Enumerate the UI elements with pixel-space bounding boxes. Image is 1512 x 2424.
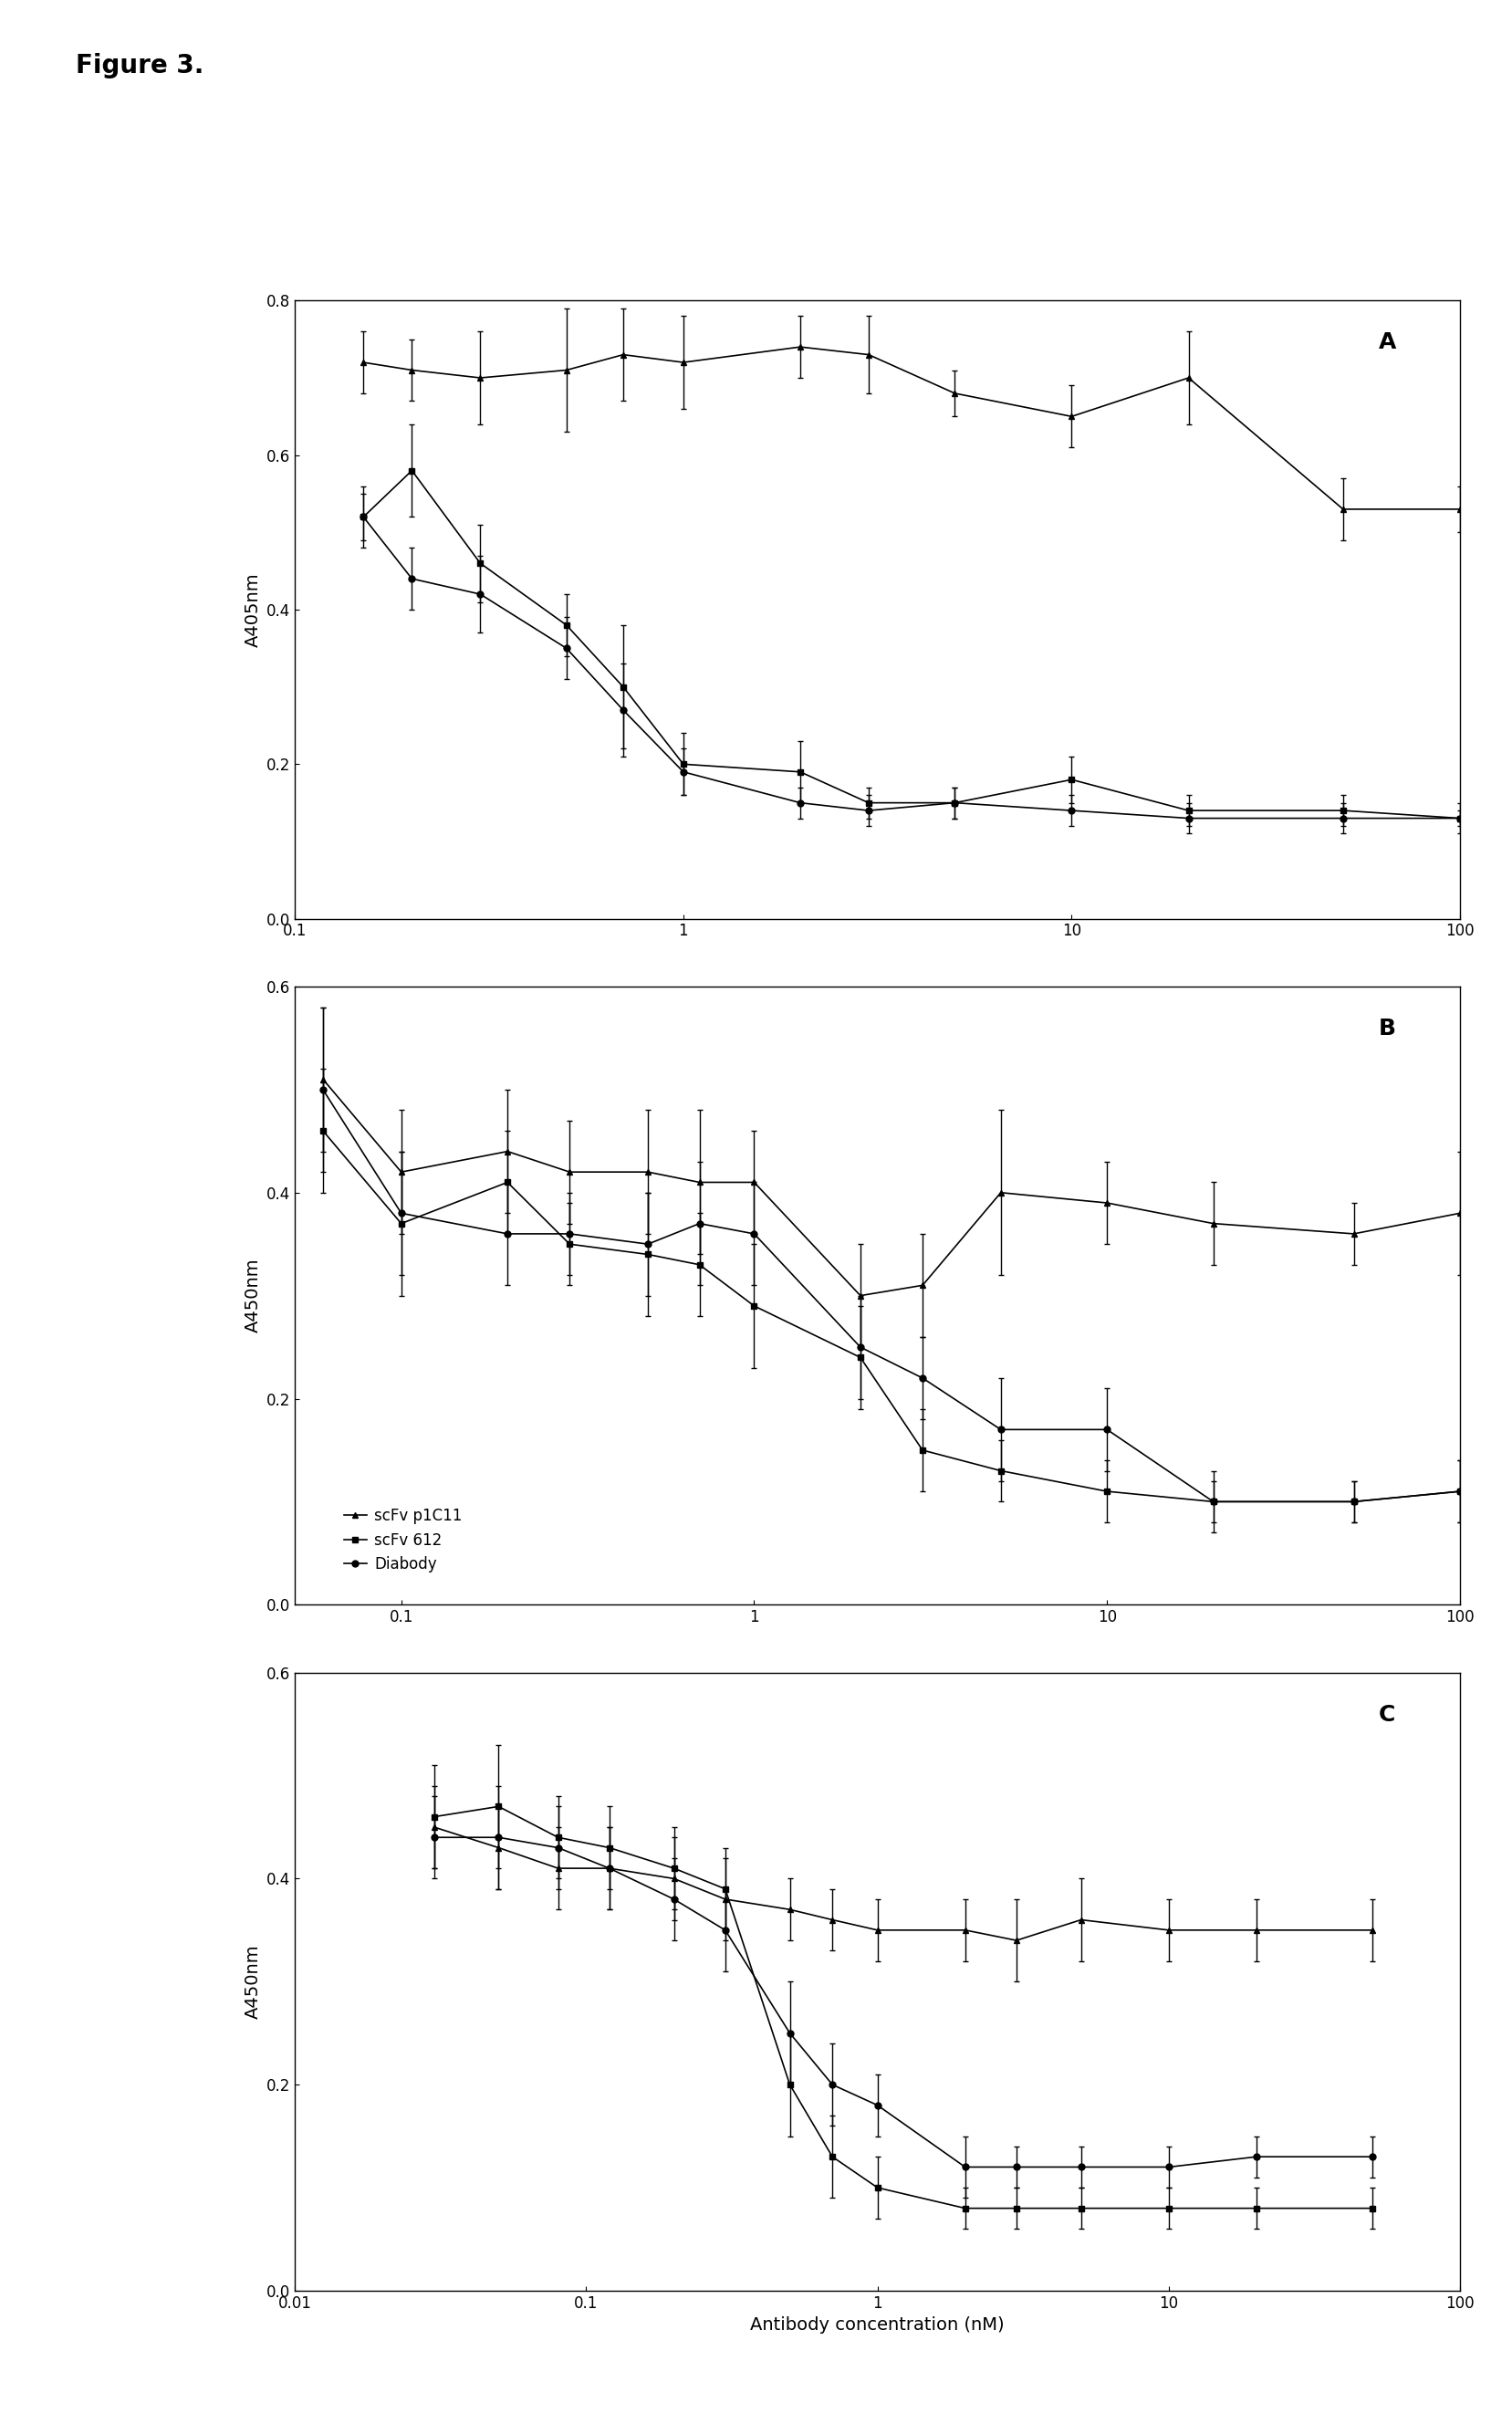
Text: C: C (1377, 1704, 1394, 1726)
X-axis label: Antibody concentration (nM): Antibody concentration (nM) (750, 2317, 1004, 2334)
Text: Figure 3.: Figure 3. (76, 53, 204, 80)
Y-axis label: A405nm: A405nm (243, 572, 262, 647)
Text: A: A (1377, 332, 1396, 354)
Legend: scFv p1C11, scFv 612, Diabody: scFv p1C11, scFv 612, Diabody (337, 1503, 467, 1578)
Y-axis label: A450nm: A450nm (243, 1944, 262, 2019)
Y-axis label: A450nm: A450nm (243, 1258, 262, 1333)
Text: B: B (1377, 1018, 1396, 1040)
